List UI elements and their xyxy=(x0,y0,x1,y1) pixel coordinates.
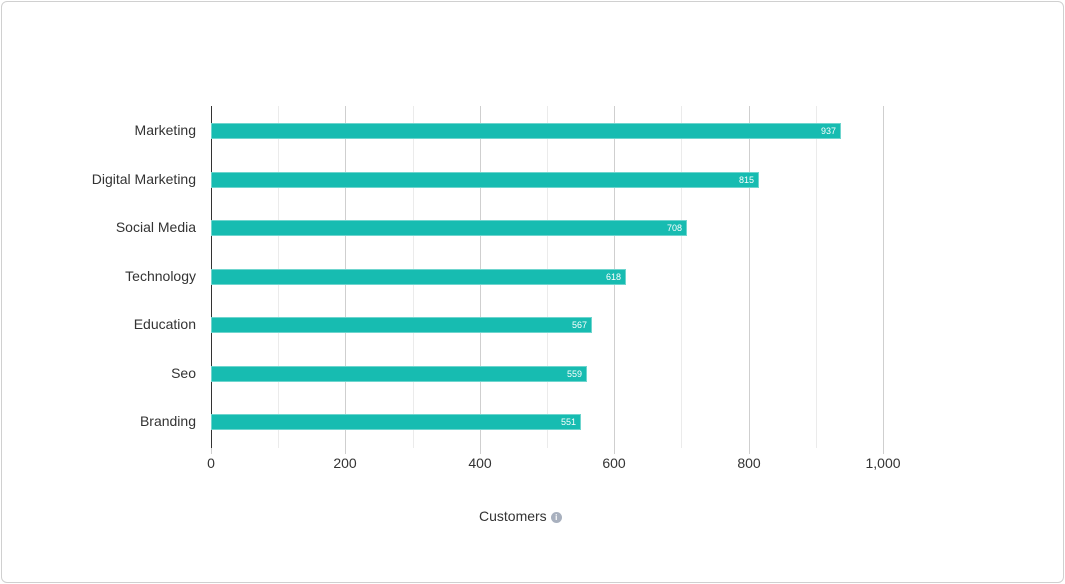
x-axis-title-text: Customers xyxy=(479,508,547,524)
x-tick-label: 1,000 xyxy=(865,455,901,471)
x-tick-mark xyxy=(211,448,212,454)
x-tick-label: 200 xyxy=(333,455,357,471)
bar-value-label: 559 xyxy=(566,369,582,379)
y-axis-label: Education xyxy=(133,316,196,332)
bar-branding[interactable]: 551 xyxy=(211,414,581,430)
bar-value-label: 815 xyxy=(738,175,754,185)
bar-value-label: 551 xyxy=(560,417,576,427)
y-axis-label: Social Media xyxy=(115,219,196,235)
bar-value-label: 567 xyxy=(571,320,587,330)
y-axis-label: Marketing xyxy=(134,122,196,138)
gridline xyxy=(681,106,682,448)
bar-technology[interactable]: 618 xyxy=(211,269,626,285)
bar-value-label: 708 xyxy=(666,223,682,233)
x-tick-mark xyxy=(480,448,481,454)
y-axis-label: Branding xyxy=(139,413,196,429)
x-tick-label: 0 xyxy=(207,455,215,471)
x-tick-label: 600 xyxy=(602,455,626,471)
x-tick-mark xyxy=(345,448,346,454)
gridline xyxy=(883,106,884,448)
bar-seo[interactable]: 559 xyxy=(211,366,587,382)
gridline xyxy=(816,106,817,448)
x-tick-label: 400 xyxy=(468,455,492,471)
info-icon[interactable]: i xyxy=(550,511,562,523)
y-axis-label: Digital Marketing xyxy=(91,171,196,187)
bar-education[interactable]: 567 xyxy=(211,317,592,333)
x-axis-title: Customers i xyxy=(479,508,562,524)
bar-marketing[interactable]: 937 xyxy=(211,123,841,139)
y-axis-label: Seo xyxy=(171,365,196,381)
x-tick-mark xyxy=(883,448,884,454)
bar-value-label: 937 xyxy=(820,126,836,136)
x-tick-mark xyxy=(749,448,750,454)
x-tick-label: 800 xyxy=(737,455,761,471)
y-axis-label: Technology xyxy=(125,268,196,284)
bar-digital-marketing[interactable]: 815 xyxy=(211,172,759,188)
x-tick-mark xyxy=(614,448,615,454)
bar-social-media[interactable]: 708 xyxy=(211,220,687,236)
bar-value-label: 618 xyxy=(605,272,621,282)
gridline xyxy=(749,106,750,448)
